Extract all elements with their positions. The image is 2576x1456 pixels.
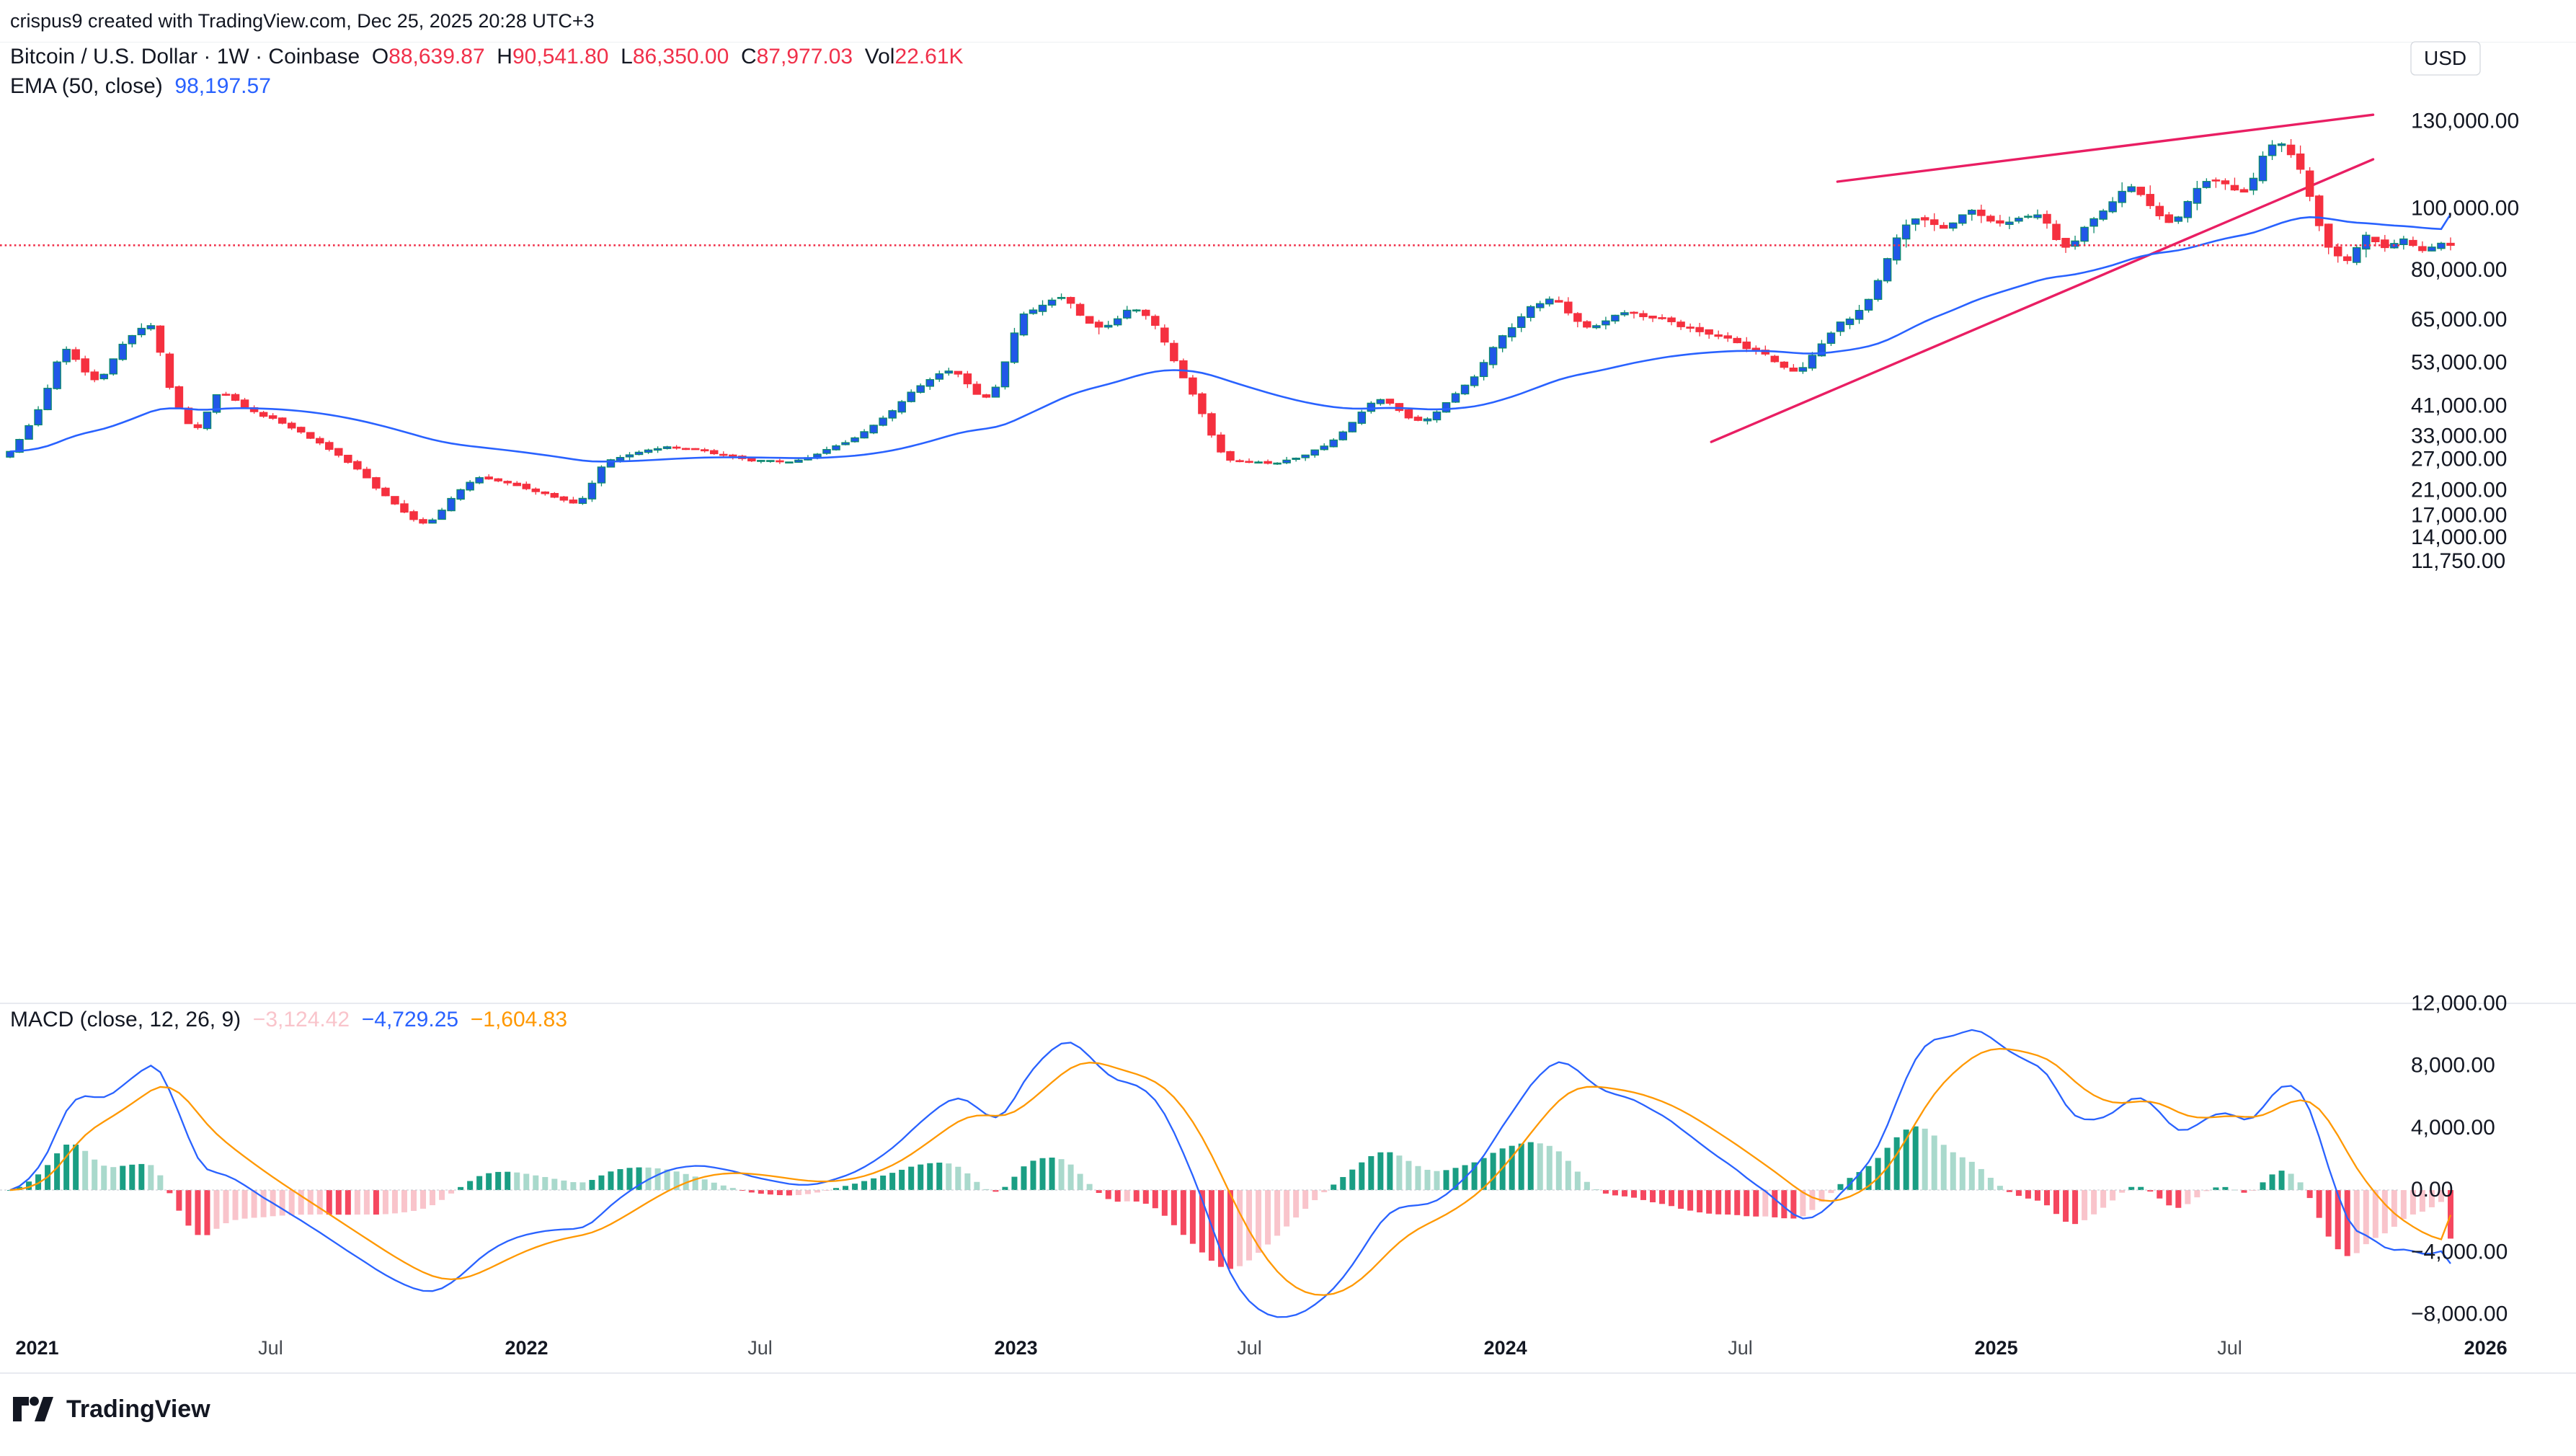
svg-text:Jul: Jul [1237, 1337, 1262, 1359]
svg-text:2021: 2021 [15, 1337, 58, 1359]
svg-text:Jul: Jul [1728, 1337, 1753, 1359]
svg-text:2025: 2025 [1975, 1337, 2018, 1359]
svg-text:TradingView: TradingView [66, 1395, 210, 1423]
svg-text:53,000.00: 53,000.00 [2411, 350, 2507, 374]
svg-text:Jul: Jul [747, 1337, 773, 1359]
svg-text:2026: 2026 [2464, 1337, 2508, 1359]
svg-text:33,000.00: 33,000.00 [2411, 424, 2507, 448]
svg-text:41,000.00: 41,000.00 [2411, 394, 2507, 418]
svg-text:Jul: Jul [2217, 1337, 2242, 1359]
svg-text:−4,000.00: −4,000.00 [2411, 1240, 2508, 1264]
svg-text:21,000.00: 21,000.00 [2411, 478, 2507, 502]
svg-text:2022: 2022 [505, 1337, 548, 1359]
svg-text:80,000.00: 80,000.00 [2411, 258, 2507, 282]
svg-text:Jul: Jul [258, 1337, 283, 1359]
svg-text:USD: USD [2424, 47, 2466, 69]
svg-text:11,750.00: 11,750.00 [2411, 549, 2505, 573]
svg-text:65,000.00: 65,000.00 [2411, 308, 2507, 332]
svg-text:4,000.00: 4,000.00 [2411, 1116, 2495, 1140]
svg-text:2023: 2023 [995, 1337, 1038, 1359]
svg-text:17,000.00: 17,000.00 [2411, 503, 2507, 527]
svg-text:100,000.00: 100,000.00 [2411, 197, 2519, 221]
svg-text:8,000.00: 8,000.00 [2411, 1054, 2495, 1078]
svg-text:130,000.00: 130,000.00 [2411, 109, 2519, 133]
svg-text:2024: 2024 [1484, 1337, 1527, 1359]
svg-text:27,000.00: 27,000.00 [2411, 448, 2507, 471]
svg-text:0.00: 0.00 [2411, 1178, 2453, 1202]
svg-text:12,000.00: 12,000.00 [2411, 991, 2507, 1015]
svg-text:14,000.00: 14,000.00 [2411, 525, 2507, 549]
svg-text:−8,000.00: −8,000.00 [2411, 1302, 2508, 1326]
